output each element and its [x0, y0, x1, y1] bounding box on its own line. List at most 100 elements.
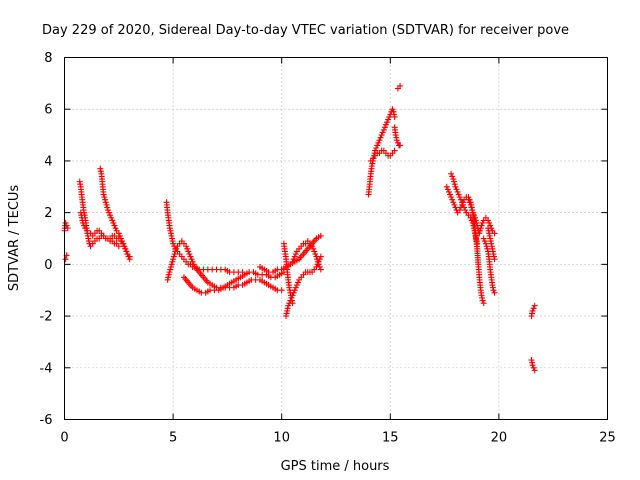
data-point: [391, 147, 398, 154]
data-point: [379, 129, 386, 136]
data-point: [109, 217, 116, 224]
plot-frame: [64, 57, 608, 420]
data-point: [443, 183, 450, 190]
data-point: [316, 263, 323, 270]
data-point: [479, 219, 486, 226]
data-point: [317, 232, 324, 239]
data-point: [172, 248, 179, 255]
data-point: [451, 201, 458, 208]
grid-lines: [64, 57, 608, 420]
data-point: [108, 214, 115, 221]
y-tick-label: 8: [44, 51, 52, 66]
data-point: [183, 243, 190, 250]
data-point: [375, 139, 382, 146]
data-point: [451, 181, 458, 188]
data-point: [531, 302, 538, 309]
data-point: [451, 178, 458, 185]
y-axis-label: SDTVAR / TECUs: [7, 185, 22, 292]
data-point: [62, 256, 69, 263]
data-point: [450, 199, 457, 206]
data-point: [167, 266, 174, 273]
series-trace: [480, 235, 498, 296]
data-point: [103, 201, 110, 208]
data-point: [374, 142, 381, 149]
data-point: [445, 188, 452, 195]
data-point: [479, 297, 486, 304]
x-tick-label: 10: [273, 431, 290, 446]
data-point: [453, 186, 460, 193]
data-point: [384, 119, 391, 126]
data-point: [167, 263, 174, 270]
data-point: [81, 222, 88, 229]
x-tick-label: 15: [382, 431, 399, 446]
data-point: [452, 183, 459, 190]
series-trace: [391, 124, 404, 149]
data-point: [457, 196, 464, 203]
data-point: [285, 302, 292, 309]
data-point: [449, 196, 456, 203]
series-trace: [367, 147, 398, 164]
data-point: [173, 245, 180, 252]
data-point: [529, 307, 536, 314]
data-point: [120, 240, 127, 247]
data-point: [186, 251, 193, 258]
axis-ticks: 0 5 10 15 20 25 -6 -4 -2 0 2 4 6 8: [40, 51, 616, 446]
data-point: [309, 243, 316, 250]
data-point: [530, 364, 537, 371]
data-point: [373, 145, 380, 151]
data-point: [315, 261, 322, 268]
data-point: [102, 196, 109, 203]
data-point: [111, 222, 118, 229]
data-point: [190, 261, 197, 268]
data-point: [450, 176, 457, 183]
data-point: [465, 194, 472, 201]
data-point: [491, 289, 498, 296]
data-point: [165, 271, 172, 278]
data-point: [382, 121, 389, 128]
data-point: [478, 222, 485, 229]
data-point: [310, 245, 317, 252]
y-tick-label: 4: [44, 154, 52, 169]
y-tick-label: 2: [44, 206, 52, 221]
data-point: [126, 253, 133, 260]
x-tick-label: 5: [169, 431, 177, 446]
data-point: [529, 362, 536, 369]
chart-title: Day 229 of 2020, Sidereal Day-to-day VTE…: [42, 23, 569, 38]
data-point: [189, 258, 196, 265]
data-point: [115, 230, 122, 237]
data-point: [483, 243, 490, 250]
data-point: [386, 113, 393, 120]
data-point: [397, 142, 404, 149]
series-trace: [289, 238, 324, 273]
series-trace: [256, 232, 324, 276]
data-point: [168, 261, 175, 268]
data-point: [107, 212, 114, 219]
data-point: [480, 235, 487, 242]
data-point: [378, 132, 385, 139]
data-point: [171, 251, 178, 258]
data-point: [481, 238, 488, 245]
data-point: [485, 217, 492, 224]
data-point: [166, 269, 173, 276]
series-trace: [180, 269, 287, 296]
data-point: [311, 248, 318, 255]
data-point: [187, 253, 194, 260]
data-point: [385, 116, 392, 123]
data-point: [317, 266, 324, 273]
data-point: [490, 287, 497, 294]
data-point: [278, 287, 285, 294]
data-point: [184, 245, 191, 252]
x-tick-label: 25: [599, 431, 616, 446]
x-tick-label: 0: [60, 431, 68, 446]
data-point: [460, 201, 467, 208]
data-point: [170, 240, 177, 247]
data-point: [447, 191, 454, 198]
data-point: [491, 256, 498, 263]
data-point: [491, 230, 498, 237]
series-trace: [280, 240, 296, 307]
data-point: [170, 256, 177, 263]
data-point: [531, 367, 538, 374]
series-trace: [87, 232, 133, 260]
data-point: [458, 199, 465, 206]
